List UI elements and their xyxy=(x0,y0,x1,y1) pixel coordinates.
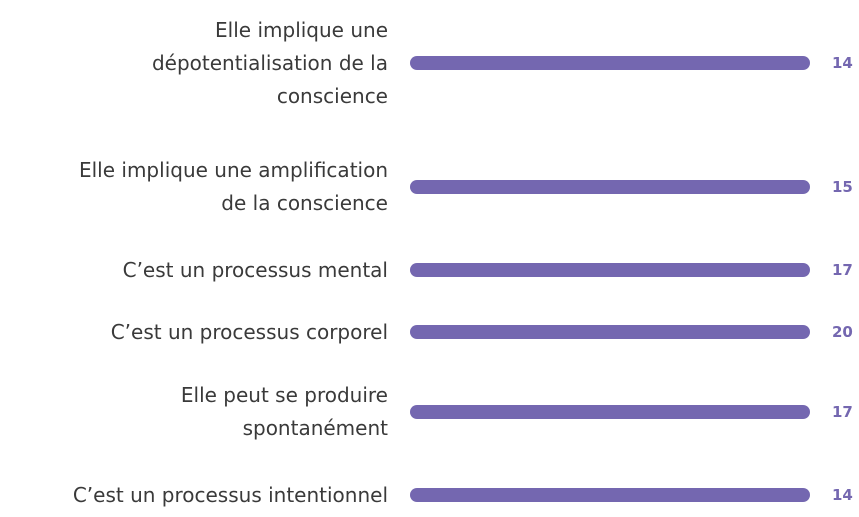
vote-count: 14 xyxy=(832,486,853,504)
label-line: Elle implique une xyxy=(215,17,388,42)
bar-track xyxy=(410,488,810,502)
label-line: de la conscience xyxy=(221,191,388,215)
vote-count: 15 xyxy=(832,178,853,196)
label-line: C’est un processus mental xyxy=(122,257,388,282)
vote-count: 20 xyxy=(832,323,853,341)
label-line: C’est un processus intentionnel xyxy=(72,482,388,507)
bar-track xyxy=(410,263,810,277)
option-label: C’est un processus intentionnel xyxy=(73,479,388,512)
label-line: spontanément xyxy=(242,416,388,440)
label-line: Elle implique une amplification xyxy=(78,158,388,182)
option-label: C’est un processus mental xyxy=(123,254,388,287)
bar-track xyxy=(410,325,810,339)
vote-count: 17 xyxy=(832,261,853,279)
label-line: dépotentialisation de la xyxy=(151,50,388,75)
option-label: C’est un processus corporel xyxy=(111,316,388,349)
label-line: conscience xyxy=(276,83,388,108)
bar-track xyxy=(410,180,810,194)
vote-count: 14 xyxy=(832,54,853,72)
bar-track xyxy=(410,56,810,70)
option-label: Elle implique une dépotentialisation de l… xyxy=(152,14,388,113)
label-line: C’est un processus corporel xyxy=(110,319,388,344)
vote-count: 17 xyxy=(832,403,853,421)
option-label: Elle peut se produire spontanément xyxy=(181,379,388,445)
option-label: Elle implique une amplification de la con… xyxy=(79,154,388,220)
label-line: Elle peut se produire xyxy=(180,383,388,407)
bar-track xyxy=(410,405,810,419)
